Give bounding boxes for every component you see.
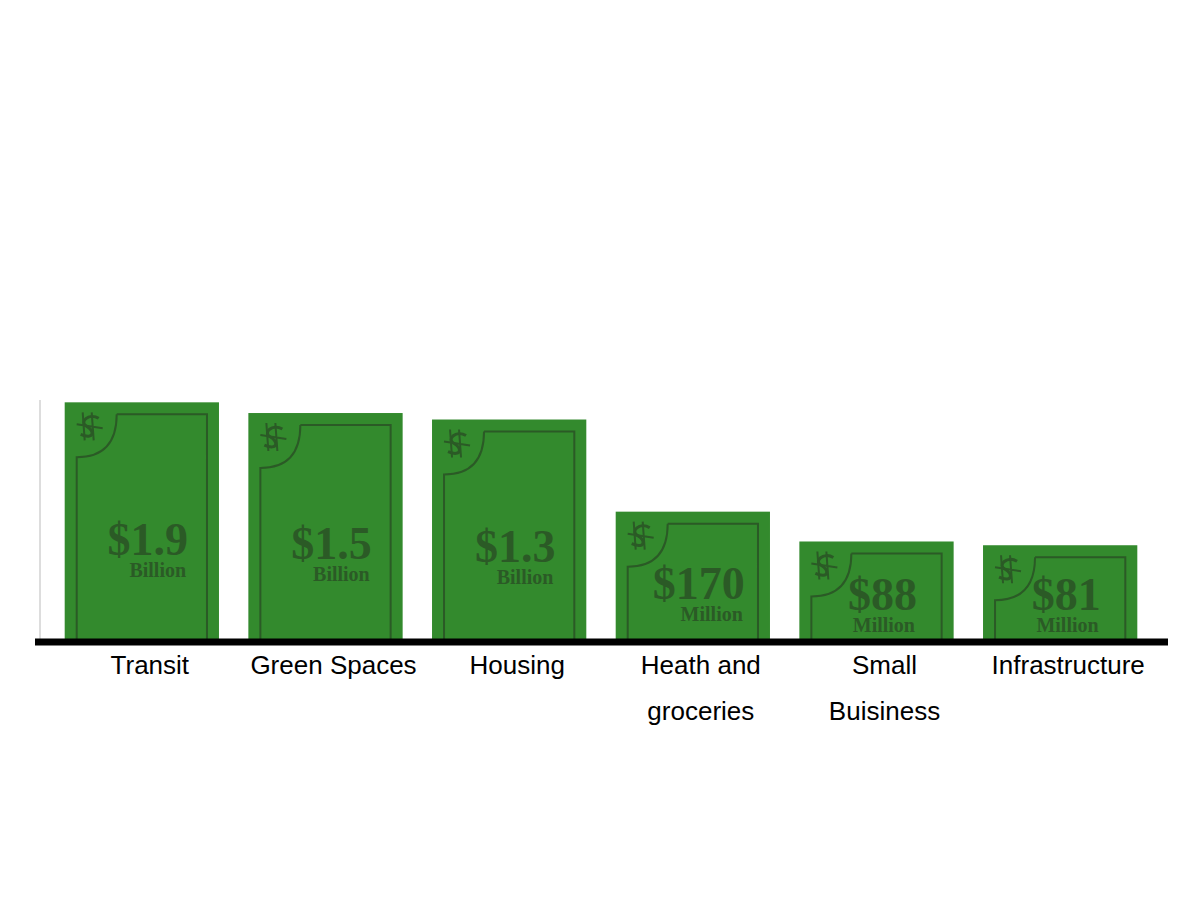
bill-outline bbox=[260, 425, 390, 640]
bill bbox=[432, 420, 586, 640]
dollar-icon bbox=[628, 522, 654, 550]
data-label-unit: Million bbox=[853, 614, 915, 636]
data-label-unit: Billion bbox=[497, 566, 554, 588]
bill-outline bbox=[77, 414, 207, 640]
x-tick-label: Small Buisiness bbox=[829, 650, 940, 726]
bar bbox=[983, 545, 1137, 640]
data-label-amount: $1.9 bbox=[108, 514, 189, 565]
y-axis-line bbox=[40, 400, 41, 640]
data-label-unit: Billion bbox=[313, 563, 370, 585]
x-tick-label-line: Infrastructure bbox=[992, 650, 1145, 680]
data-label-amount: $88 bbox=[848, 569, 917, 620]
x-tick-label-line: Heath and bbox=[641, 650, 761, 680]
bars bbox=[65, 402, 1138, 640]
bill bbox=[65, 402, 219, 640]
data-label-amount: $1.3 bbox=[475, 521, 556, 572]
x-tick-label-line: Green Spaces bbox=[250, 650, 416, 680]
data-labels: $1.9Billion$1.5Billion$1.3Billion$170Mil… bbox=[108, 514, 1101, 636]
bar bbox=[616, 512, 770, 640]
x-tick-label-line: Buisiness bbox=[829, 696, 940, 726]
data-label: $88Million bbox=[848, 569, 917, 636]
x-tick-label: Green Spaces bbox=[250, 650, 416, 680]
bill bbox=[616, 512, 770, 640]
x-tick-label: Infrastructure bbox=[992, 650, 1145, 680]
data-label: $170Million bbox=[653, 558, 745, 625]
data-label-amount: $1.5 bbox=[291, 518, 372, 569]
x-tick-label-line: Housing bbox=[469, 650, 564, 680]
x-axis-line bbox=[35, 639, 1168, 646]
bill-outline bbox=[628, 524, 758, 640]
x-tick-label: Heath and groceries bbox=[641, 650, 761, 726]
bar bbox=[65, 402, 219, 640]
dollar-icon bbox=[995, 555, 1021, 583]
data-label: $1.5Billion bbox=[291, 518, 372, 585]
dollar-icon bbox=[444, 430, 470, 458]
x-tick-label-line: Small bbox=[852, 650, 917, 680]
bill bbox=[983, 545, 1137, 640]
data-label-amount: $170 bbox=[653, 558, 745, 609]
bill bbox=[248, 413, 402, 640]
data-label: $1.9Billion bbox=[108, 514, 189, 581]
chart: $1.9Billion$1.5Billion$1.3Billion$170Mil… bbox=[0, 0, 1200, 900]
data-label-unit: Billion bbox=[129, 559, 186, 581]
bill-outline bbox=[444, 432, 574, 640]
dollar-icon bbox=[77, 412, 103, 440]
x-tick-label-line: Transit bbox=[111, 650, 190, 680]
bar bbox=[432, 420, 586, 640]
x-tick-label: Housing bbox=[469, 650, 564, 680]
data-label: $1.3Billion bbox=[475, 521, 556, 588]
data-label-unit: Million bbox=[1036, 614, 1098, 636]
x-tick-label: Transit bbox=[111, 650, 190, 680]
bill bbox=[799, 541, 953, 640]
data-label: $81Million bbox=[1032, 569, 1101, 636]
bar bbox=[799, 541, 953, 640]
bar bbox=[248, 413, 402, 640]
x-tick-label-line: groceries bbox=[647, 696, 754, 726]
dollar-icon bbox=[811, 551, 837, 579]
data-label-amount: $81 bbox=[1032, 569, 1101, 620]
dollar-icon bbox=[260, 423, 286, 451]
data-label-unit: Million bbox=[681, 603, 743, 625]
